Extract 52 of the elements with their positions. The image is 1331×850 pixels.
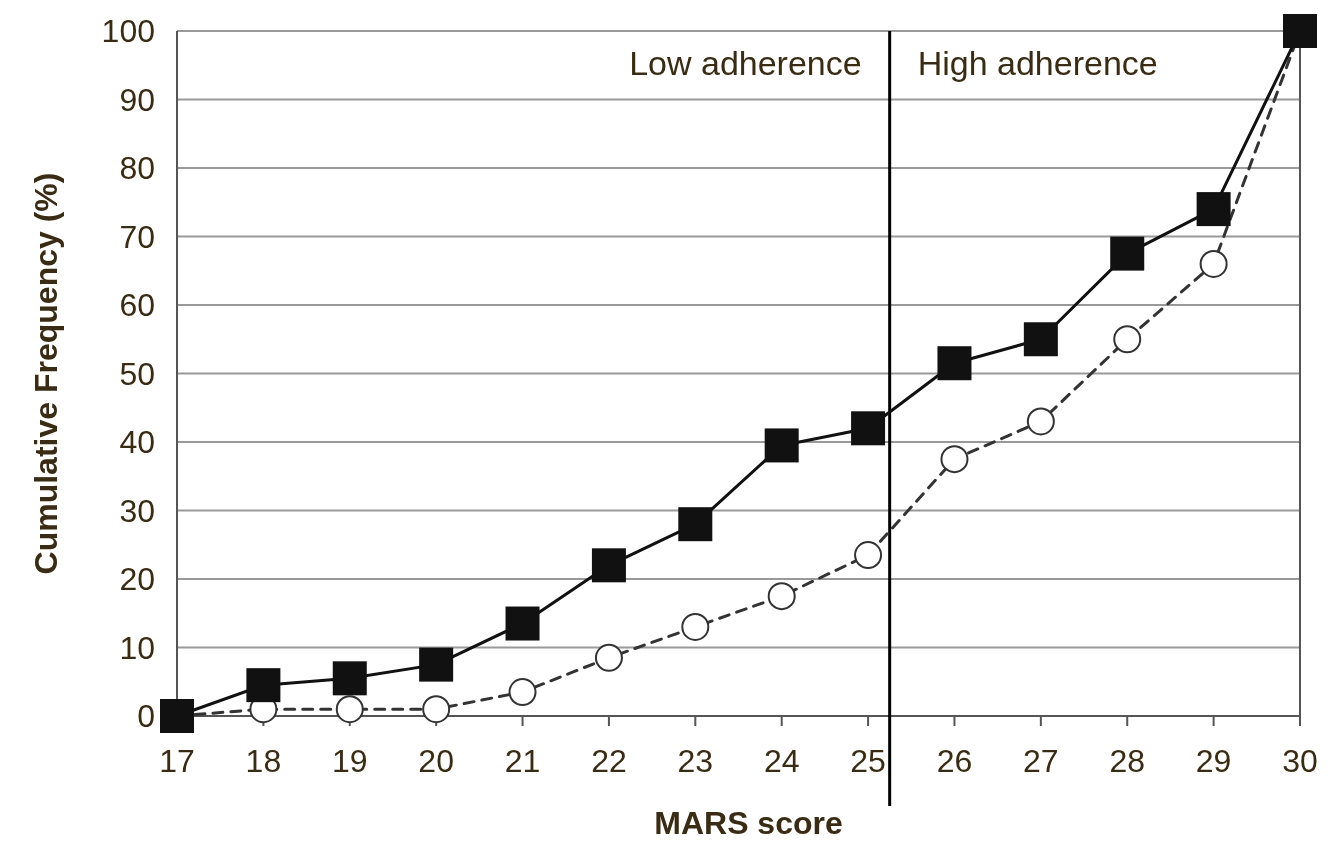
x-tick-label: 29	[1195, 743, 1232, 779]
x-tick-label: 28	[1109, 743, 1146, 779]
point	[332, 661, 367, 696]
x-axis-title: MARS score	[654, 805, 843, 841]
x-tick-label: 17	[159, 743, 195, 779]
point	[335, 695, 364, 724]
x-tick-label: 20	[418, 743, 454, 779]
x-tick-label: 25	[850, 743, 886, 779]
y-axis-title: Cumulative Frequency (%)	[28, 172, 64, 575]
point	[419, 647, 454, 682]
y-tick-label: 20	[119, 561, 155, 598]
point	[1196, 192, 1231, 227]
point	[1023, 322, 1058, 357]
y-tick-label: 10	[119, 629, 155, 666]
y-tick-label: 90	[119, 81, 155, 118]
y-tick-label: 60	[119, 287, 155, 324]
point	[764, 428, 799, 463]
y-tick-label: 0	[137, 698, 155, 735]
point	[854, 541, 883, 570]
x-tick-label: 26	[936, 743, 973, 779]
point	[678, 507, 713, 542]
x-tick-label: 24	[763, 743, 800, 779]
y-tick-label: 80	[119, 150, 155, 187]
x-tick-label: 19	[331, 743, 368, 779]
point	[1113, 325, 1142, 354]
point	[591, 548, 626, 583]
annotation: High adherence	[917, 44, 1158, 82]
x-tick-label: 22	[591, 743, 627, 779]
point	[937, 346, 972, 381]
y-tick-label: 100	[101, 13, 155, 50]
annotation: Low adherence	[629, 44, 862, 82]
point	[505, 606, 540, 641]
y-tick-label: 40	[119, 424, 155, 461]
point	[1026, 407, 1055, 436]
point	[1110, 236, 1145, 271]
x-tick-label: 21	[504, 743, 541, 779]
point	[851, 411, 886, 446]
x-tick-label: 27	[1023, 743, 1059, 779]
x-tick-label: 23	[677, 743, 714, 779]
y-tick-label: 50	[119, 355, 155, 392]
point	[246, 668, 281, 703]
point	[681, 612, 710, 641]
point	[422, 695, 451, 724]
y-tick-label: 30	[119, 492, 155, 529]
point	[508, 678, 537, 707]
point	[1199, 249, 1228, 278]
x-tick-label: 18	[245, 743, 282, 779]
point	[594, 643, 623, 672]
point	[767, 582, 796, 611]
point	[940, 445, 969, 474]
x-tick-label: 30	[1282, 743, 1318, 779]
y-tick-label: 70	[119, 218, 155, 255]
